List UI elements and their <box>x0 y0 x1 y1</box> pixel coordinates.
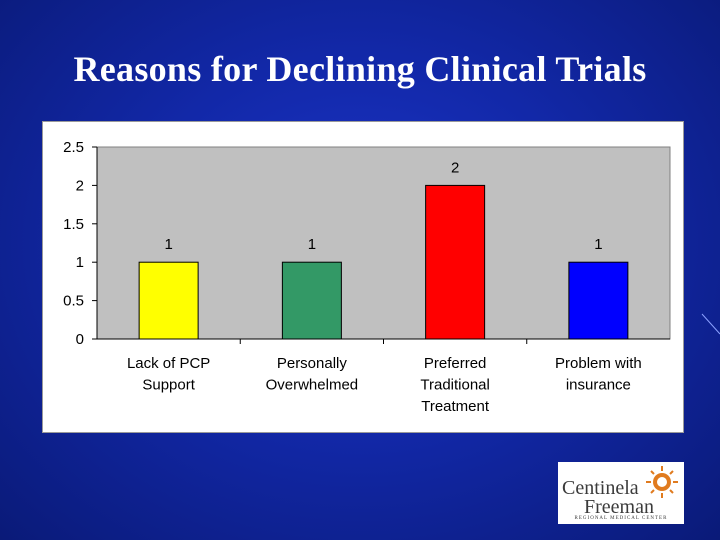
data-label: 2 <box>451 159 459 176</box>
y-tick-label: 1.5 <box>63 216 84 233</box>
data-label: 1 <box>164 236 172 253</box>
sun-logo-icon <box>646 466 678 498</box>
x-tick-label: Personally <box>277 355 348 372</box>
x-tick-label: Lack of PCP <box>127 355 210 372</box>
x-tick-label: insurance <box>566 377 631 394</box>
bar <box>138 261 199 340</box>
logo-text-centinela: Centinela <box>562 477 639 499</box>
y-tick-label: 1 <box>76 254 84 271</box>
y-tick-label: 2.5 <box>63 139 84 156</box>
centinela-freeman-logo: Centinela Freeman REGIONAL MEDICAL CENTE… <box>558 462 684 524</box>
x-tick-label: Support <box>142 377 195 394</box>
bar-chart: 0 0.5 1 1.5 2 2.5 1 Lack of PCP Support 1 Personal… <box>63 139 671 415</box>
decorative-line <box>701 313 720 335</box>
y-tick-label: 2 <box>76 177 84 194</box>
x-tick-label: Problem with <box>555 355 642 372</box>
x-tick-label: Traditional <box>420 377 489 394</box>
y-tick-label: 0 <box>76 331 84 348</box>
bar <box>281 261 342 340</box>
data-label: 1 <box>308 236 316 253</box>
logo-subtitle: REGIONAL MEDICAL CENTER <box>574 516 668 521</box>
data-label: 1 <box>594 236 602 253</box>
x-tick-label: Treatment <box>421 398 490 415</box>
bar <box>568 261 629 340</box>
x-tick-label: Preferred <box>424 355 487 372</box>
chart-panel: 0 0.5 1 1.5 2 2.5 1 Lack of PCP Support 1 Personal… <box>42 121 684 433</box>
slide-title: Reasons for Declining Clinical Trials <box>73 49 647 89</box>
x-tick-label: Overwhelmed <box>266 377 359 394</box>
y-tick-label: 0.5 <box>63 293 84 310</box>
bar <box>425 184 486 340</box>
logo-text-freeman: Freeman <box>584 496 654 518</box>
